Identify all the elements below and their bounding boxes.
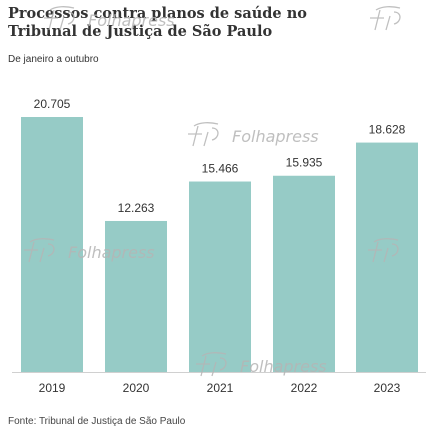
source-note: Fonte: Tribunal de Justiça de São Paulo <box>8 416 186 427</box>
x-tick-label-2021: 2021 <box>207 381 234 395</box>
bar-value-label-2021: 15.466 <box>202 162 239 176</box>
bar-value-label-2022: 15.935 <box>286 156 323 170</box>
watermark-4: Folhapress <box>24 238 155 263</box>
x-tick-label-2023: 2023 <box>374 381 401 395</box>
watermark-text: Folhapress <box>68 243 155 262</box>
watermark-5 <box>368 238 399 263</box>
watermark-1: Folhapress <box>44 6 175 31</box>
watermark-6: Folhapress <box>196 352 327 377</box>
x-tick-label-2019: 2019 <box>39 381 66 395</box>
bar-value-label-2023: 18.628 <box>369 123 406 137</box>
bar-2022 <box>273 175 335 372</box>
bar-value-label-2020: 12.263 <box>118 201 155 215</box>
watermark-2 <box>370 6 401 31</box>
bar-value-label-2019: 20.705 <box>34 97 71 111</box>
x-tick-label-2020: 2020 <box>123 381 150 395</box>
chart-subtitle: De janeiro a outubro <box>8 54 99 65</box>
folhapress-logo-icon <box>196 352 227 377</box>
bar-2021 <box>189 181 251 372</box>
chart-title: Processos contra planos de saúde no Trib… <box>8 5 307 40</box>
watermark-text: Folhapress <box>88 11 175 30</box>
bar-2020 <box>105 220 167 372</box>
watermark-text: Folhapress <box>240 357 327 376</box>
folhapress-logo-icon <box>368 238 399 263</box>
watermark-text: Folhapress <box>232 127 319 146</box>
x-tick-label-2022: 2022 <box>291 381 318 395</box>
bar-2023 <box>356 142 418 372</box>
folhapress-logo-icon <box>24 238 55 263</box>
folhapress-logo-icon <box>370 6 401 31</box>
watermark-3: Folhapress <box>188 122 319 147</box>
folhapress-logo-icon <box>188 122 219 147</box>
folhapress-logo-icon <box>44 6 75 31</box>
